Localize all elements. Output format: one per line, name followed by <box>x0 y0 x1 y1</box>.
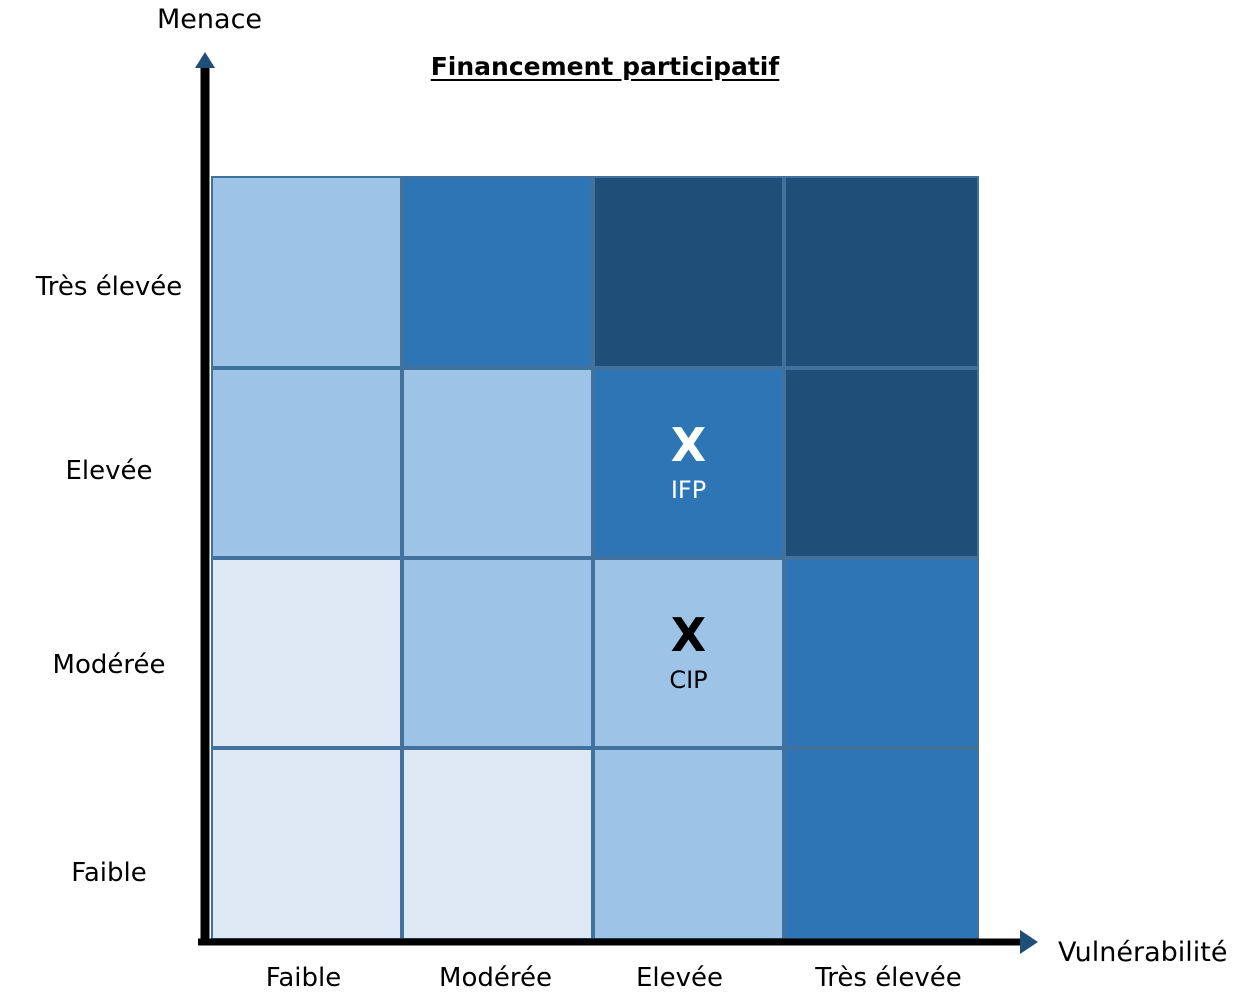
y-axis-label: Menace <box>157 4 263 35</box>
marker-x-cip: X <box>670 608 707 662</box>
matrix-cell-moderee-elevee: X CIP <box>593 558 784 748</box>
y-tick-moderee: Modérée <box>52 650 166 680</box>
matrix-cell-elevee-faible <box>211 368 402 558</box>
x-tick-tres-elevee: Très élevée <box>815 963 962 993</box>
matrix-cell-faible-elevee <box>593 748 784 940</box>
matrix-cell-tres-elevee-elevee <box>593 176 784 368</box>
x-tick-moderee: Modérée <box>439 963 552 993</box>
matrix-cell-moderee-tres-elevee <box>784 558 979 748</box>
x-axis-arrowhead <box>1020 930 1038 954</box>
x-axis-label: Vulnérabilité <box>1058 937 1228 968</box>
matrix-cell-elevee-elevee: X IFP <box>593 368 784 558</box>
matrix-cell-faible-tres-elevee <box>784 748 979 940</box>
risk-matrix-grid: X IFP X CIP <box>211 176 979 940</box>
y-tick-elevee: Elevée <box>65 456 153 486</box>
matrix-cell-moderee-moderee <box>402 558 593 748</box>
matrix-cell-faible-moderee <box>402 748 593 940</box>
matrix-cell-faible-faible <box>211 748 402 940</box>
y-tick-faible: Faible <box>71 858 147 888</box>
marker-label-cip: CIP <box>669 666 708 694</box>
x-tick-elevee: Elevée <box>635 963 724 993</box>
matrix-cell-moderee-faible <box>211 558 402 748</box>
y-axis-arrowhead <box>195 52 215 68</box>
matrix-cell-tres-elevee-moderee <box>402 176 593 368</box>
marker-x-ifp: X <box>670 418 707 472</box>
x-tick-faible: Faible <box>265 963 342 993</box>
matrix-cell-elevee-tres-elevee <box>784 368 979 558</box>
marker-label-ifp: IFP <box>670 476 707 504</box>
matrix-cell-tres-elevee-faible <box>211 176 402 368</box>
y-tick-tres-elevee: Très élevée <box>35 272 183 302</box>
matrix-cell-elevee-moderee <box>402 368 593 558</box>
matrix-cell-tres-elevee-tres-elevee <box>784 176 979 368</box>
chart-title: Financement participatif <box>430 52 780 81</box>
